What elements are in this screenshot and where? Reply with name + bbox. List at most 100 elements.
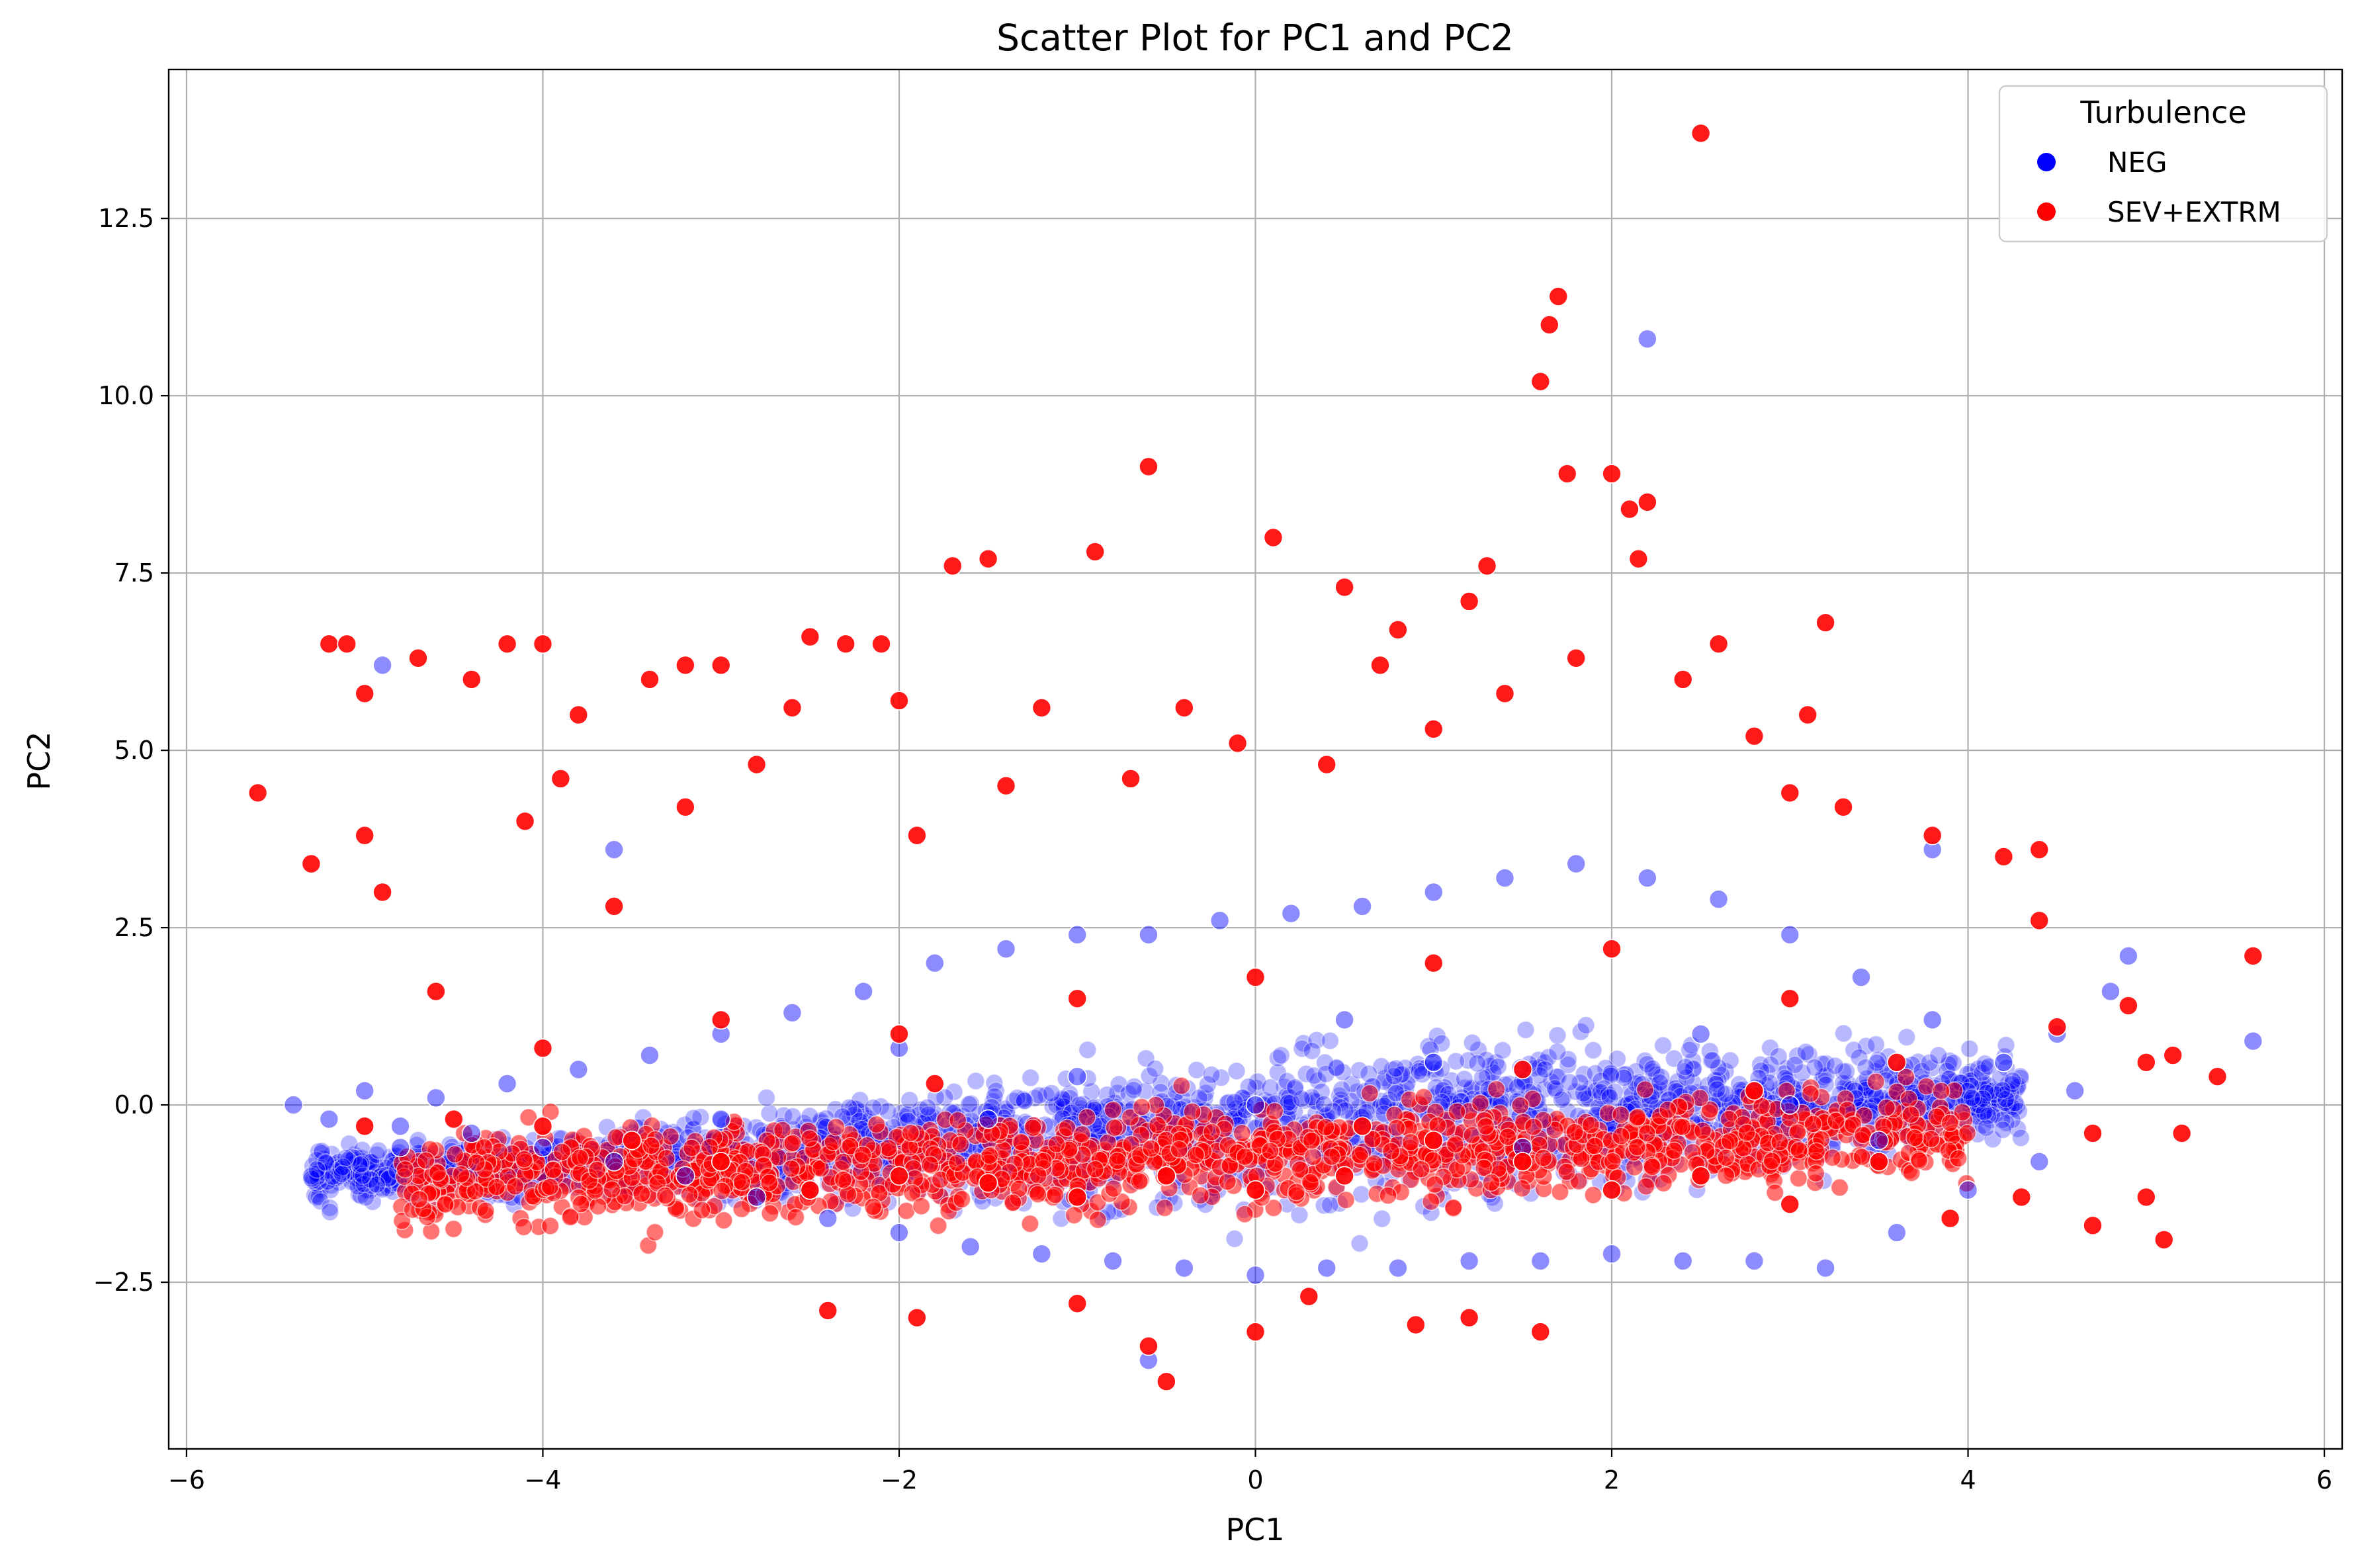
neg-cloud-point [1599,1085,1618,1104]
sev-extrm-cloud-point [1046,1186,1065,1204]
neg-point [1958,1180,1978,1200]
sev-extrm-cloud-point [475,1138,494,1156]
neg-point [1851,967,1871,987]
neg-cloud-point [961,1094,981,1113]
neg-cloud-point [349,1170,368,1189]
neg-cloud-point [1974,1089,1992,1108]
neg-cloud-point [362,1170,380,1189]
neg-cloud-point [1350,1061,1369,1080]
sev-extrm-point [1690,1166,1711,1186]
neg-cloud-point [1137,1049,1155,1068]
sev-extrm-cloud-point [603,1180,621,1199]
neg-cloud-point [1643,1062,1662,1081]
neg-cloud-point [1676,1058,1695,1076]
neg-cloud-point [316,1153,335,1172]
y-tick-label: 5.0 [114,736,154,765]
neg-cloud-point [1578,1085,1597,1104]
neg-cloud-point [1579,1089,1598,1108]
neg-cloud-point [1275,1077,1293,1096]
sev-extrm-cloud-point [505,1177,525,1196]
sev-extrm-cloud-point [867,1115,886,1134]
neg-cloud-point [847,1100,865,1119]
neg-cloud-point [747,1118,765,1137]
neg-cloud-point [1140,1067,1159,1086]
sev-extrm-point [2119,996,2138,1016]
sev-extrm-point [1423,719,1444,739]
neg-cloud-point [1549,1068,1567,1086]
neg-cloud-point [1997,1090,2015,1108]
neg-cloud-point [1975,1103,1993,1121]
neg-cloud-point [1336,1101,1355,1120]
neg-cloud-point [1575,1065,1593,1084]
neg-cloud-point [367,1170,386,1190]
neg-cloud-point [1385,1067,1403,1086]
neg-cloud-point [1381,1075,1401,1094]
sev-extrm-cloud-point [1186,1146,1205,1164]
neg-cloud-point [1597,1059,1615,1078]
neg-cloud-point [359,1159,377,1178]
sev-extrm-cloud-point [467,1153,486,1172]
neg-cloud-point [1386,1080,1405,1099]
neg-cloud-point [1993,1111,2011,1129]
sev-extrm-point [337,634,357,654]
sev-extrm-cloud-point [633,1184,651,1203]
sev-extrm-cloud-point [1720,1132,1739,1151]
sev-extrm-cloud-point [1078,1108,1096,1127]
sev-extrm-cloud-point [1360,1084,1379,1103]
neg-cloud-point [1463,1033,1482,1052]
neg-cloud-point [1974,1075,1992,1094]
sev-extrm-point [1139,457,1159,477]
neg-cloud-point [1970,1090,1990,1108]
sev-extrm-point [461,670,482,689]
neg-cloud-point [1402,1065,1421,1084]
neg-cloud-point [1236,1090,1255,1109]
sev-extrm-cloud-point [1336,1191,1356,1209]
neg-cloud-point [322,1155,341,1174]
sev-extrm-cloud-point [1673,1117,1692,1136]
neg-cloud-point [1866,1035,1886,1054]
neg-point [319,1109,339,1129]
sev-extrm-cloud-point [897,1201,916,1221]
neg-cloud-point [1977,1118,1995,1137]
neg-cloud-point [985,1087,1004,1106]
neg-cloud-point [1478,1067,1497,1085]
neg-cloud-point [339,1151,357,1170]
sev-extrm-cloud-point [1021,1214,1039,1233]
sev-extrm-point [746,754,767,775]
neg-cloud-point [1331,1094,1350,1112]
sev-extrm-cloud-point [732,1199,751,1219]
neg-cloud-point [323,1169,341,1188]
sev-extrm-cloud-point [1551,1182,1569,1201]
neg-cloud-point [1303,1091,1323,1110]
sev-extrm-point [2029,840,2050,859]
sev-extrm-cloud-point [1789,1169,1808,1188]
sev-extrm-point [2207,1067,2228,1087]
neg-cloud-point [1211,1068,1231,1087]
neg-point [1459,1251,1479,1271]
sev-extrm-cloud-point [800,1129,819,1148]
neg-cloud-point [344,1163,363,1182]
sev-extrm-point [1423,953,1444,973]
sev-extrm-cloud-point [1233,1123,1251,1143]
neg-cloud-point [2005,1100,2023,1118]
neg-cloud-point [898,1106,917,1125]
neg-cloud-point [2009,1076,2028,1095]
neg-cloud-point [349,1185,369,1204]
neg-cloud-point [1462,1080,1481,1099]
neg-cloud-point [1413,1065,1432,1084]
neg-cloud-point [1547,1081,1565,1100]
grid-lines [169,69,2342,1449]
neg-cloud-point [320,1203,339,1221]
neg-cloud-point [346,1153,365,1172]
neg-cloud-point [1786,1055,1804,1074]
neg-cloud-point [2006,1094,2025,1112]
sev-extrm-cloud-point [1412,1160,1430,1179]
neg-cloud-point [1962,1076,1980,1095]
neg-cloud-point [1489,1057,1507,1076]
sev-extrm-point [800,1180,820,1200]
sev-extrm-point [2154,1229,2174,1250]
sev-extrm-point [711,1152,731,1172]
neg-cloud-point [1014,1090,1033,1109]
sev-extrm-cloud-point [1235,1147,1254,1166]
sev-extrm-cloud-point [515,1150,533,1168]
